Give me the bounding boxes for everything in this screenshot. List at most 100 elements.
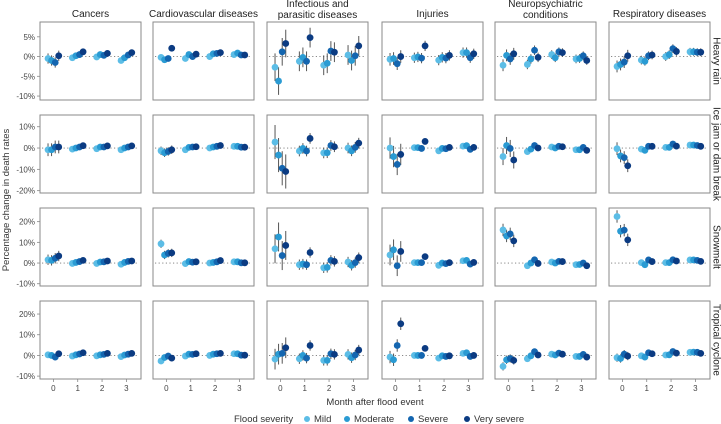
data-point-mild (271, 138, 279, 146)
data-point-very-severe (673, 142, 680, 150)
y-tick-label: -10% (16, 280, 35, 289)
column-header: conditions (523, 10, 568, 21)
data-point-mild (271, 245, 279, 253)
data-point-severe (278, 48, 286, 56)
y-tick-label: -5% (21, 72, 35, 81)
data-point-severe (393, 342, 401, 349)
data-point-severe (303, 354, 310, 362)
data-point-severe (393, 262, 401, 270)
data-point-very-severe (104, 142, 111, 150)
y-axis-label: Percentage change in death rates (1, 128, 12, 271)
data-point-very-severe (306, 135, 314, 142)
y-tick-label: 0% (23, 144, 35, 153)
data-point-very-severe (217, 49, 224, 57)
data-point-very-severe (55, 350, 63, 358)
data-point-very-severe (559, 258, 566, 265)
y-tick-label: 10% (19, 238, 35, 247)
x-tick-label: 0 (506, 384, 511, 393)
y-tick-label: -10% (16, 92, 35, 101)
panel (152, 21, 255, 101)
data-point-very-severe (534, 260, 542, 267)
data-point-very-severe (421, 344, 429, 352)
data-point-moderate (390, 246, 397, 254)
panel-frame (381, 300, 484, 380)
data-point-severe (620, 58, 628, 66)
panel-frame (39, 114, 142, 194)
y-tick-label: 20% (19, 310, 35, 319)
data-point-severe (351, 351, 359, 359)
data-point-very-severe (306, 249, 314, 256)
data-point-severe (506, 145, 514, 152)
column-header: Neuropsychiatric (508, 0, 582, 10)
data-point-very-severe (355, 346, 363, 354)
panel (608, 207, 711, 287)
legend: Flood severity Mild Moderate Severe Very sev… (234, 414, 524, 424)
panel (39, 207, 142, 287)
panel-frame (39, 207, 142, 287)
panel (266, 300, 369, 380)
x-tick-label: 0 (164, 384, 169, 393)
data-point-very-severe (648, 350, 656, 358)
data-point-very-severe (104, 49, 111, 57)
panel (494, 300, 597, 380)
panel-frame (494, 300, 597, 380)
data-point-severe (418, 145, 425, 152)
data-point-very-severe (510, 50, 518, 58)
y-tick-label: -20% (16, 187, 35, 196)
legend-marker (344, 416, 350, 422)
data-point-very-severe (192, 258, 200, 266)
data-point-very-severe (241, 51, 249, 59)
x-tick-label: 3 (124, 384, 129, 393)
data-point-moderate (275, 233, 282, 241)
data-point-very-severe (282, 168, 290, 175)
data-point-very-severe (673, 48, 680, 55)
data-point-very-severe (128, 349, 136, 357)
panel (152, 207, 255, 287)
x-tick-label: 3 (579, 384, 584, 393)
panel-frame (266, 300, 369, 380)
data-point-very-severe (397, 53, 405, 60)
legend-marker (304, 416, 310, 422)
legend-label: Mild (314, 414, 331, 424)
panel-frame (152, 207, 255, 287)
data-point-very-severe (673, 257, 680, 265)
x-tick-label: 1 (530, 384, 535, 393)
data-point-moderate (348, 57, 355, 64)
data-point-very-severe (446, 51, 453, 59)
data-point-very-severe (421, 138, 429, 145)
y-tick-label: 10% (19, 123, 35, 132)
data-point-very-severe (331, 257, 338, 265)
data-point-severe (303, 147, 310, 155)
panel (381, 207, 484, 287)
data-point-very-severe (559, 49, 566, 57)
data-point-very-severe (55, 52, 63, 60)
data-point-very-severe (306, 342, 314, 349)
x-tick-label: 3 (351, 384, 356, 393)
x-tick-label: 0 (620, 384, 625, 393)
data-point-severe (164, 55, 172, 62)
data-point-moderate (275, 151, 282, 159)
data-point-mild (271, 355, 279, 363)
y-tick-label: 0% (23, 259, 35, 268)
data-point-very-severe (217, 142, 224, 149)
data-point-mild (271, 63, 279, 71)
panel-frame (494, 114, 597, 194)
column-header: Injuries (416, 9, 448, 20)
data-point-very-severe (446, 352, 453, 360)
x-tick-label: 2 (555, 384, 560, 393)
y-tick-label: 20% (19, 218, 35, 227)
data-point-very-severe (510, 237, 518, 245)
data-point-very-severe (104, 257, 111, 265)
data-point-very-severe (355, 42, 363, 50)
data-point-very-severe (697, 142, 705, 150)
data-point-very-severe (282, 344, 290, 352)
data-point-very-severe (583, 353, 591, 361)
data-point-very-severe (470, 259, 478, 266)
y-tick-label: 0% (23, 351, 35, 360)
panel (152, 114, 255, 194)
data-point-severe (620, 154, 628, 162)
x-tick-label: 2 (442, 384, 447, 393)
data-point-very-severe (55, 252, 63, 260)
data-point-very-severe (510, 156, 518, 164)
